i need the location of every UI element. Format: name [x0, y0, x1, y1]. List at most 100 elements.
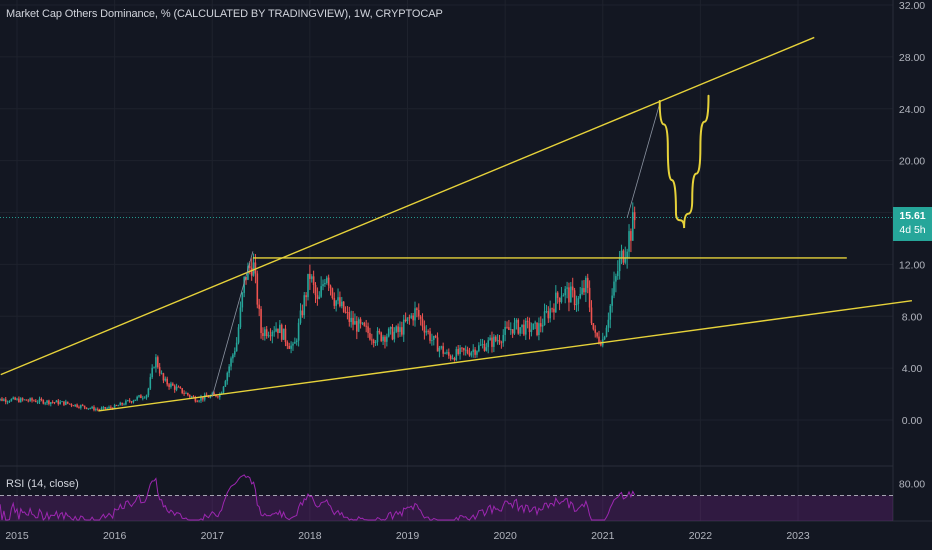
candle-body	[224, 381, 227, 387]
candle-body	[523, 324, 525, 335]
candle-body	[464, 349, 467, 351]
candle-body	[160, 373, 163, 375]
candle-body	[440, 346, 443, 348]
candle-body	[66, 401, 69, 404]
candle-body	[374, 342, 377, 344]
candle-body	[3, 399, 5, 401]
candle-body	[183, 393, 185, 394]
candle-body	[581, 288, 583, 294]
candle-body	[489, 337, 491, 341]
candle-body	[361, 322, 364, 324]
candle-body	[543, 311, 546, 326]
candle-body	[618, 257, 621, 272]
candle-body	[237, 327, 240, 343]
candle-body	[295, 340, 298, 343]
candle-body	[190, 396, 193, 398]
connector-line	[211, 251, 254, 397]
candle-body	[616, 271, 619, 277]
candle-body	[579, 293, 582, 299]
candle-body	[262, 333, 264, 336]
candle-body	[44, 402, 46, 404]
candle-body	[220, 392, 223, 395]
candle-body	[539, 323, 542, 327]
candle-body	[318, 296, 321, 299]
candle-body	[307, 273, 309, 298]
candle-body	[228, 366, 230, 373]
candle-body	[359, 319, 362, 324]
price-axis-label: 4.00	[902, 363, 923, 375]
candle-body	[436, 337, 439, 352]
candle-body	[395, 326, 398, 332]
candle-body	[367, 326, 369, 334]
candle-body	[102, 407, 105, 409]
candle-body	[147, 388, 150, 396]
candle-body	[80, 405, 82, 408]
candle-body	[549, 308, 551, 319]
candle-body	[556, 292, 559, 298]
candle-body	[356, 321, 358, 332]
candle-body	[123, 404, 125, 406]
candle-body	[316, 295, 319, 299]
candle-body	[451, 357, 454, 359]
candle-body	[68, 403, 71, 405]
candle-body	[93, 406, 95, 411]
candle-body	[352, 317, 354, 325]
candle-body	[329, 285, 332, 289]
candle-body	[239, 307, 242, 328]
candle-body	[290, 345, 292, 349]
candle-body	[40, 398, 43, 401]
last-price-value: 15.61	[899, 210, 926, 222]
candle-body	[49, 402, 52, 405]
candle-body	[233, 351, 236, 355]
candle-body	[91, 406, 93, 409]
candle-body	[553, 308, 555, 313]
candle-body	[603, 336, 606, 340]
candle-body	[187, 393, 189, 395]
candle-body	[558, 297, 561, 303]
candle-body	[170, 383, 172, 387]
candle-body	[434, 335, 437, 338]
candle-body	[585, 277, 587, 293]
candle-body	[376, 330, 379, 343]
candle-body	[245, 276, 247, 280]
candle-body	[121, 402, 123, 405]
candle-body	[448, 352, 450, 356]
time-axis-label: 2023	[786, 530, 810, 542]
candle-body	[611, 295, 613, 306]
candle-body	[515, 319, 518, 323]
candle-body	[571, 286, 574, 291]
candle-body	[551, 308, 553, 310]
candle-body	[294, 342, 296, 344]
candle-body	[335, 300, 337, 306]
candle-body	[493, 336, 495, 347]
candle-body	[566, 287, 568, 289]
candle-body	[528, 322, 531, 333]
candle-body	[38, 398, 41, 402]
candle-body	[628, 231, 630, 252]
candle-body	[502, 334, 505, 343]
candle-body	[327, 277, 330, 286]
candle-body	[74, 404, 76, 407]
candle-body	[211, 393, 214, 396]
candle-body	[85, 407, 88, 409]
candle-body	[96, 409, 99, 410]
price-axis-label: 20.00	[899, 156, 925, 168]
price-axis-label: 24.00	[899, 104, 925, 116]
candle-body	[292, 343, 294, 346]
candle-body	[547, 311, 550, 319]
candle-body	[470, 352, 473, 356]
candle-body	[128, 400, 131, 402]
candle-body	[51, 402, 54, 404]
candle-body	[541, 325, 544, 327]
candle-body	[615, 276, 617, 282]
candle-body	[605, 327, 608, 337]
candle-body	[517, 319, 520, 334]
main-pane	[0, 0, 893, 521]
candle-body	[459, 347, 461, 355]
candle-body	[372, 340, 375, 344]
candle-body	[564, 288, 567, 296]
candle-body	[354, 321, 356, 325]
candle-body	[282, 328, 285, 340]
candle-body	[162, 373, 165, 381]
